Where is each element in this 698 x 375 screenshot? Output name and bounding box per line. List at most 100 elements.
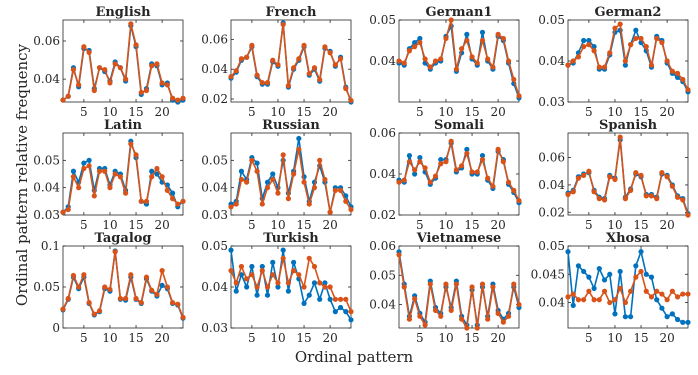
data-point (638, 172, 644, 178)
data-point (164, 82, 170, 88)
data-point (138, 89, 144, 96)
data-point (591, 189, 597, 195)
data-point (133, 152, 139, 158)
data-point (128, 21, 134, 27)
x-tick-label: 5 (585, 105, 593, 119)
series-2 (228, 146, 354, 215)
data-point (117, 65, 123, 71)
panel-german1: 5 10 15 20 0.04 0.05 German1 (369, 5, 522, 119)
data-point (81, 272, 87, 278)
data-point (70, 168, 77, 174)
data-point (259, 201, 265, 207)
data-point (570, 291, 576, 297)
data-point (60, 97, 66, 103)
panel-vietnamese: 5 10 15 20 0.04 0.05 0.06 Vietnamese (369, 231, 522, 345)
data-point (633, 27, 639, 33)
data-point (112, 249, 118, 255)
data-point (285, 196, 291, 202)
data-point (301, 42, 307, 48)
x-tick-label: 15 (128, 105, 143, 119)
data-point (511, 187, 517, 193)
series-1 (565, 27, 691, 95)
data-point (86, 163, 92, 169)
data-point (633, 274, 639, 280)
data-point (337, 296, 344, 302)
data-point (301, 300, 307, 306)
data-point (254, 168, 260, 174)
data-point (438, 56, 444, 62)
data-point (412, 171, 418, 177)
data-point (607, 299, 613, 306)
data-point (591, 297, 597, 303)
data-point (453, 281, 459, 287)
data-point (406, 159, 413, 165)
data-point (86, 299, 92, 306)
data-point (459, 316, 465, 322)
data-point (459, 163, 465, 169)
data-point (270, 57, 276, 63)
data-point (674, 294, 681, 300)
data-point (159, 80, 165, 86)
data-point (601, 64, 608, 70)
data-point (322, 44, 328, 50)
data-point (591, 285, 597, 292)
axes-box (567, 245, 689, 329)
data-point (348, 309, 354, 315)
data-point (317, 77, 323, 83)
x-tick-label: 20 (154, 105, 169, 119)
y-tick-label: 0.04 (538, 178, 565, 192)
data-point (259, 80, 265, 86)
data-point (86, 49, 92, 56)
series-1 (396, 140, 522, 206)
data-point (91, 87, 97, 94)
data-point (464, 31, 470, 37)
y-tick-label: 0.02 (369, 208, 396, 222)
series-2 (60, 249, 186, 320)
data-point (511, 281, 517, 287)
data-point (327, 209, 333, 215)
data-point (443, 159, 449, 165)
data-point (432, 58, 439, 64)
data-point (591, 48, 597, 54)
data-point (417, 313, 423, 319)
data-point (264, 179, 271, 185)
data-point (233, 280, 239, 286)
data-point (438, 157, 444, 163)
data-point (617, 21, 623, 27)
panel-title: Spanish (599, 118, 658, 133)
data-point (674, 194, 681, 200)
data-point (500, 35, 506, 42)
data-point (270, 259, 276, 265)
data-point (427, 281, 433, 287)
data-point (680, 291, 686, 297)
data-point (311, 280, 318, 286)
series-1 (60, 23, 186, 105)
data-point (622, 196, 628, 202)
x-tick-label: 10 (270, 105, 285, 119)
data-point (443, 35, 449, 42)
panel-title: French (266, 5, 317, 20)
data-point (238, 176, 245, 183)
data-point (654, 297, 660, 303)
data-point (254, 160, 260, 166)
series-line (62, 250, 184, 319)
series-line (230, 149, 352, 213)
series-1 (396, 249, 522, 328)
series-line (62, 23, 184, 101)
series-2 (60, 21, 186, 103)
data-point (406, 152, 413, 159)
series-line (398, 19, 520, 97)
data-point (586, 168, 592, 174)
data-point (275, 284, 281, 290)
data-point (348, 97, 354, 104)
panel-title: Latin (104, 118, 143, 133)
data-point (664, 314, 670, 320)
y-tick-label: 0.03 (33, 208, 60, 222)
data-point (685, 87, 691, 93)
series-line (230, 24, 352, 101)
data-point (348, 317, 354, 323)
data-point (348, 206, 354, 213)
data-point (648, 193, 655, 199)
y-tick-label: 0.05 (33, 280, 60, 294)
panel-title: German2 (595, 5, 662, 20)
